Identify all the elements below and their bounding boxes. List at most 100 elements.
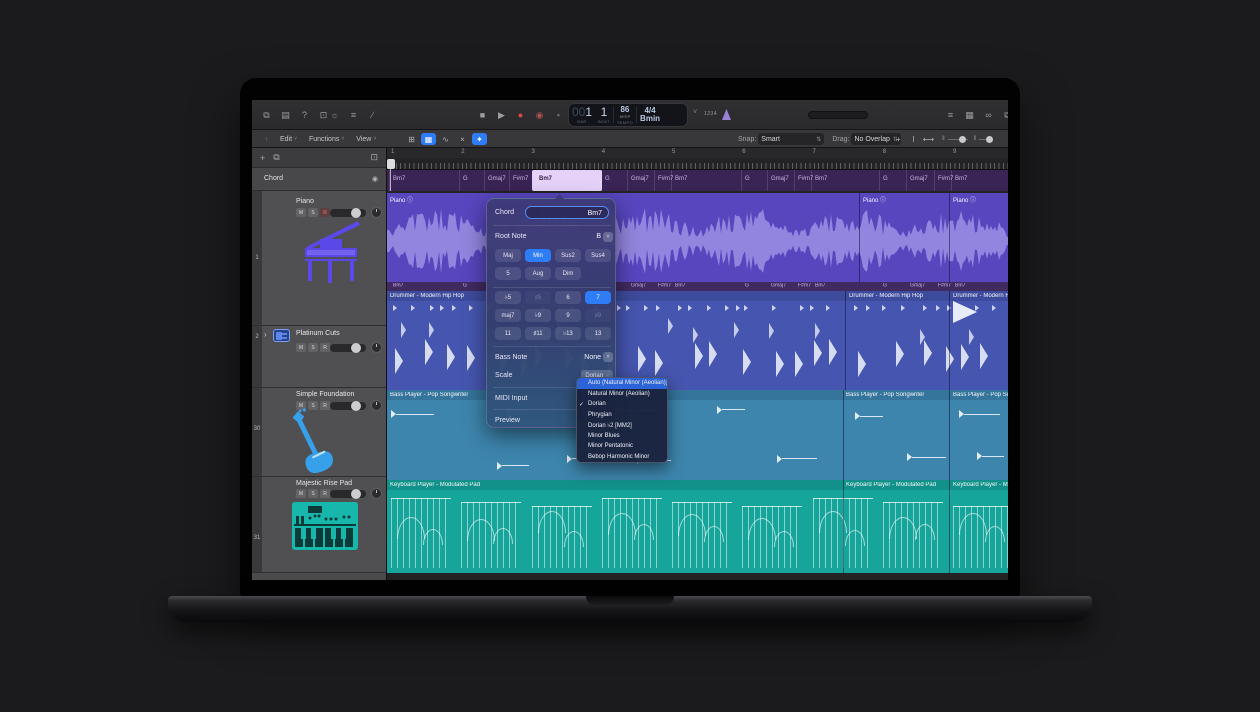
quick-help-icon[interactable]: ? bbox=[301, 110, 307, 120]
solo-button[interactable]: S bbox=[308, 401, 318, 410]
menu-edit[interactable]: Edit ˅ bbox=[280, 135, 297, 143]
chord-cell-label[interactable]: Gmaj7 bbox=[771, 176, 789, 182]
catch-playhead-icon[interactable]: ↑ bbox=[264, 134, 269, 144]
pan-knob[interactable] bbox=[371, 400, 382, 411]
track-header-piano[interactable]: 1 Piano M S R bbox=[252, 191, 386, 326]
mixer-icon[interactable]: ▤ bbox=[281, 109, 290, 120]
browsers-icon[interactable]: ⧉ bbox=[1004, 109, 1008, 120]
scale-menu-item[interactable]: Phrygian bbox=[588, 411, 612, 418]
snap-select[interactable]: Smart ⇅ bbox=[758, 133, 825, 145]
metronome-icon[interactable] bbox=[722, 109, 731, 120]
track-header-platinum-cuts[interactable]: 2 Platinum Cuts M S R › bbox=[252, 326, 386, 388]
list-editors-icon[interactable]: ≡ bbox=[947, 110, 954, 120]
text-tool-icon[interactable]: I bbox=[912, 134, 915, 144]
pan-knob[interactable] bbox=[371, 488, 382, 499]
lcd-tempo[interactable]: 86 KEEP TEMPO bbox=[614, 104, 636, 126]
root-note-chevron-icon[interactable]: ˅ bbox=[603, 232, 613, 242]
extension-button[interactable]: ♯5 bbox=[525, 291, 551, 304]
stop-button[interactable]: ■ bbox=[479, 110, 486, 120]
record-arm-button[interactable]: R bbox=[320, 401, 330, 410]
quality-button-maj[interactable]: Maj bbox=[495, 249, 521, 262]
bar-ruler[interactable]: 1 2 3 4 5 6 7 8 9 bbox=[387, 148, 1008, 158]
screens-icon[interactable]: ⧉ bbox=[263, 109, 270, 120]
bass-note-chevron-icon[interactable]: ˅ bbox=[603, 352, 613, 362]
volume-slider[interactable] bbox=[330, 208, 366, 218]
chord-cell-label[interactable]: Bm7 bbox=[815, 176, 828, 182]
selected-chord-cell[interactable] bbox=[531, 170, 602, 191]
play-button[interactable]: ▶ bbox=[498, 109, 505, 120]
pointer-tool-icon[interactable]: + bbox=[896, 134, 901, 144]
chord-track[interactable]: Bm7 G Gmaj7 F#m7 Bm7 G Gmaj7 F#m7 Bm7 G Gmaj7 F#m7 B… bbox=[387, 170, 1008, 191]
chord-cell-label[interactable]: G bbox=[745, 176, 750, 182]
chord-cell-label[interactable]: G bbox=[605, 176, 610, 182]
drummer-track-lane[interactable]: Drummer - Modern Hip Hop Drummer - Modern… bbox=[387, 291, 1008, 390]
chord-track-header[interactable]: Chord ◉ bbox=[252, 168, 386, 191]
chord-track-power-icon[interactable]: ◉ bbox=[371, 176, 378, 183]
quality-button-sus2[interactable]: Sus2 bbox=[555, 249, 581, 262]
pan-knob[interactable] bbox=[371, 342, 382, 353]
bass-track-lane[interactable]: Bass Player - Pop Songwriter Bass Player … bbox=[387, 390, 1008, 480]
extension-button[interactable]: 9 bbox=[555, 309, 581, 322]
horizontal-zoom-slider[interactable]: ⦀ bbox=[942, 135, 968, 143]
ruler-ticks[interactable] bbox=[387, 158, 1008, 170]
duplicate-track-button[interactable]: ⧉ bbox=[273, 152, 280, 162]
automation-icon[interactable]: ∿ bbox=[442, 134, 449, 144]
quality-button-aug[interactable]: Aug bbox=[525, 267, 551, 280]
scale-menu-item[interactable]: ✓ Dorian bbox=[579, 401, 606, 408]
quality-button-5[interactable]: 5 bbox=[495, 267, 521, 280]
mute-button[interactable]: M bbox=[296, 343, 306, 352]
chord-cell-label[interactable]: F#m7 bbox=[938, 176, 954, 182]
count-in-button[interactable]: 1234 bbox=[704, 111, 718, 117]
chord-cell-label[interactable]: F#m7 bbox=[513, 176, 529, 182]
track-header-simple-foundation[interactable]: 30 Simple Foundation M S R bbox=[252, 388, 386, 477]
keys-track-lane[interactable]: Keyboard Player - Modulated Pad Keyboard … bbox=[387, 480, 1008, 573]
chord-cell-label[interactable]: Bm7 bbox=[675, 176, 688, 182]
chord-cell-label[interactable]: Gmaj7 bbox=[631, 176, 649, 182]
chord-cell-label[interactable]: Bm7 bbox=[955, 176, 968, 182]
chord-cell-label[interactable]: Gmaj7 bbox=[910, 176, 928, 182]
master-volume-slider[interactable] bbox=[808, 111, 868, 119]
trim-tool-icon[interactable]: ⟷ bbox=[922, 134, 935, 144]
vertical-zoom-slider[interactable]: ⦀ bbox=[974, 135, 994, 143]
extension-button[interactable]: maj7 bbox=[495, 309, 521, 322]
pencil-icon[interactable]: ∕ bbox=[371, 110, 374, 120]
chord-cell-label[interactable]: G bbox=[463, 176, 468, 182]
record-arm-button[interactable]: R bbox=[320, 489, 330, 498]
record-arm-button[interactable]: R bbox=[320, 208, 330, 217]
quality-button-sus4[interactable]: Sus4 bbox=[585, 249, 611, 262]
extension-button[interactable]: ♯9 bbox=[585, 309, 611, 322]
quality-button-dim[interactable]: Dim bbox=[555, 267, 581, 280]
lcd-display[interactable]: 001 BAR 1 BEAT 86 KEEP TEMPO bbox=[568, 103, 688, 127]
smart-controls-icon[interactable]: ☼ bbox=[330, 110, 339, 120]
quality-button-min[interactable]: Min bbox=[525, 249, 551, 262]
extension-button[interactable]: 6 bbox=[555, 291, 581, 304]
piano-track-lane[interactable]: Piano ⓘ Piano ⓘ Piano ⓘ bbox=[387, 193, 1008, 282]
track-header-majestic-rise-pad[interactable]: 31 Majestic Rise Pad M S R bbox=[252, 477, 386, 573]
solo-button[interactable]: S bbox=[308, 489, 318, 498]
disclosure-arrow-icon[interactable]: › bbox=[264, 330, 267, 339]
note-pads-icon[interactable]: ▦ bbox=[965, 109, 974, 120]
volume-slider[interactable] bbox=[330, 489, 366, 499]
scale-menu-item[interactable]: Auto (Natural Minor (Aeolian)) bbox=[577, 378, 667, 389]
scale-menu-item[interactable]: Minor Blues bbox=[588, 432, 620, 439]
record-arm-button[interactable]: R bbox=[320, 343, 330, 352]
drag-select[interactable]: No Overlap ⇅ bbox=[851, 133, 901, 145]
volume-slider[interactable] bbox=[330, 401, 366, 411]
replace-button[interactable]: ▪ bbox=[556, 110, 561, 120]
extension-button[interactable]: ♯11 bbox=[525, 327, 551, 340]
extension-button[interactable]: 13 bbox=[585, 327, 611, 340]
scale-menu-item[interactable]: Dorian ♭2 [MM2] bbox=[588, 422, 632, 429]
flex-icon[interactable]: × bbox=[460, 134, 465, 144]
solo-button[interactable]: S bbox=[308, 343, 318, 352]
menu-functions[interactable]: Functions ˅ bbox=[308, 135, 345, 143]
record-button[interactable]: ● bbox=[517, 110, 524, 120]
region-view-icon[interactable]: ▦ bbox=[421, 133, 436, 145]
grid-view-icon[interactable]: ⊞ bbox=[408, 134, 415, 144]
menu-view[interactable]: View ˅ bbox=[356, 135, 377, 143]
extension-button[interactable]: ♭13 bbox=[555, 327, 581, 340]
chord-cell-label[interactable]: F#m7 bbox=[658, 176, 674, 182]
scale-menu-item[interactable]: Natural Minor (Aeolian) bbox=[588, 390, 650, 397]
chord-cell-label[interactable]: Bm7 bbox=[393, 176, 406, 182]
extension-button[interactable]: ♭5 bbox=[495, 291, 521, 304]
chord-cell-label[interactable]: F#m7 bbox=[798, 176, 814, 182]
